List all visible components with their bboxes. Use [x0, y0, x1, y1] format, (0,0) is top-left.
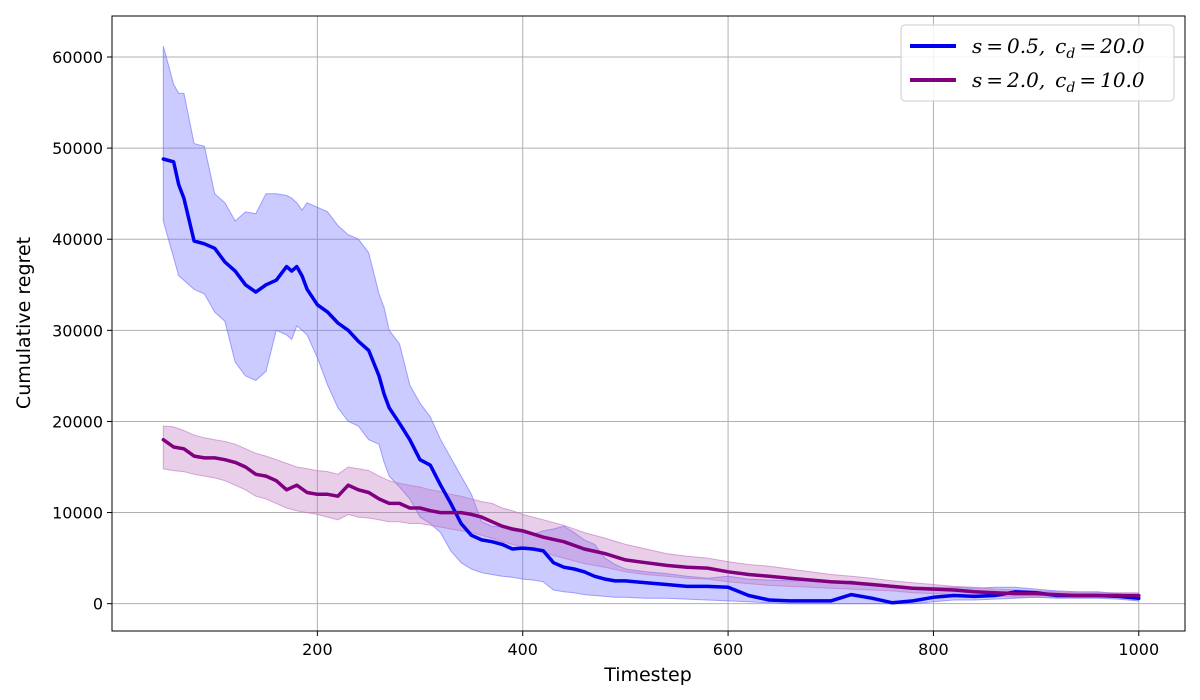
- y-tick-label: 0: [93, 595, 103, 614]
- confidence-band-0: [162, 45, 1140, 605]
- series-line-0: [161, 157, 1141, 605]
- y-axis-ticks: 0 10000 20000 30000 40000 50000 60000: [52, 48, 112, 614]
- plot-background: [112, 16, 1185, 631]
- grid: [112, 16, 1185, 631]
- x-axis-label: Timestep: [603, 664, 692, 686]
- y-tick-label: 10000: [52, 504, 103, 523]
- series-lines: [161, 157, 1141, 605]
- x-tick-label: 800: [918, 640, 949, 659]
- x-axis-ticks: 200 400 600 800 1000: [302, 631, 1159, 659]
- y-tick-label: 30000: [52, 321, 103, 340]
- legend-label-blue: s = 0.5, cd = 20.0: [972, 34, 1145, 62]
- x-tick-label: 200: [302, 640, 333, 659]
- legend-box: [900, 24, 1175, 102]
- y-tick-label: 40000: [52, 230, 103, 249]
- y-axis-label: Cumulative regret: [13, 237, 35, 409]
- legend: s = 0.5, cd = 20.0 s = 2.0, cd = 10.0: [900, 24, 1175, 102]
- series-line-1: [161, 437, 1141, 598]
- plot-frame: [111, 15, 1186, 632]
- y-tick-label: 50000: [52, 139, 103, 158]
- y-tick-label: 20000: [52, 412, 103, 431]
- x-tick-label: 1000: [1118, 640, 1159, 659]
- x-tick-label: 400: [507, 640, 538, 659]
- y-tick-label: 60000: [52, 48, 103, 67]
- legend-label-purple: s = 2.0, cd = 10.0: [972, 68, 1145, 96]
- x-tick-label: 600: [713, 640, 744, 659]
